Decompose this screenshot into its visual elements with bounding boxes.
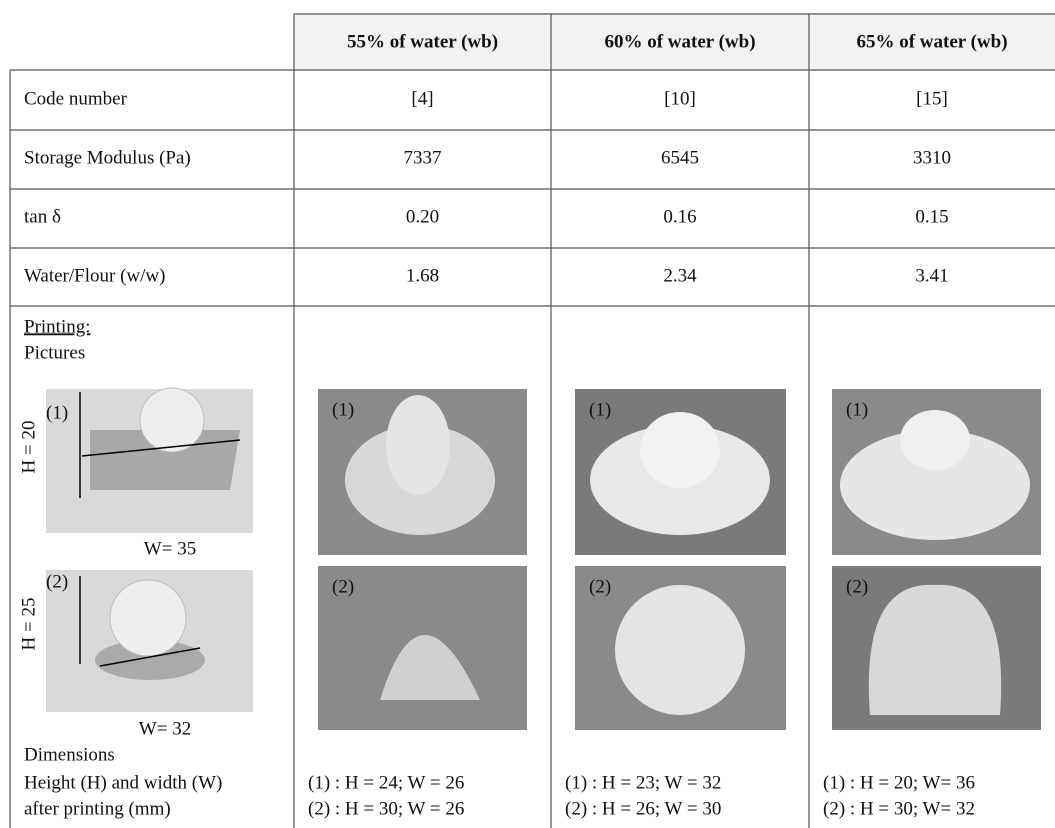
cell: 6545: [661, 147, 699, 168]
row-label: Water/Flour (w/w): [24, 265, 165, 286]
model-width: W= 35: [144, 538, 196, 559]
header-background: [294, 14, 1055, 70]
header-cell: 55% of water (wb): [347, 31, 498, 52]
dimensions-title: Dimensions: [24, 744, 115, 765]
cell: [4]: [411, 88, 433, 109]
dimensions-title: after printing (mm): [24, 798, 171, 819]
photo-label: (1): [332, 399, 354, 420]
header-cell: 60% of water (wb): [604, 31, 755, 52]
cell: 3.41: [915, 265, 948, 286]
dimension: (2) : H = 26; W = 30: [565, 798, 721, 819]
cell: [10]: [664, 88, 696, 109]
dimension: (1) : H = 23; W = 32: [565, 772, 721, 793]
dimensions-title: Height (H) and width (W): [24, 772, 222, 793]
model-height: H = 20: [18, 421, 39, 474]
model-width: W= 32: [139, 718, 191, 739]
cell: 3310: [913, 147, 951, 168]
cell: 0.16: [663, 206, 696, 227]
photo-label: (1): [589, 399, 611, 420]
cell: 7337: [404, 147, 442, 168]
model-height: H = 25: [18, 598, 39, 651]
photos: [318, 389, 1041, 730]
row-label: tan δ: [24, 206, 61, 227]
model-label: (1): [46, 402, 68, 423]
header-cell: 65% of water (wb): [856, 31, 1007, 52]
printing-title: Printing:: [24, 316, 91, 337]
cell: 0.15: [915, 206, 948, 227]
table-grid: [9, 13, 1055, 828]
dimension: (1) : H = 20; W= 36: [823, 772, 975, 793]
model-images: [46, 387, 253, 712]
cell: [15]: [916, 88, 948, 109]
photo-label: (1): [846, 399, 868, 420]
printing-subtitle: Pictures: [24, 342, 85, 363]
row-label: Code number: [24, 88, 128, 109]
row-label: Storage Modulus (Pa): [24, 147, 191, 168]
cell: 2.34: [663, 265, 697, 286]
dimension: (1) : H = 24; W = 26: [308, 772, 464, 793]
dimension: (2) : H = 30; W= 32: [823, 798, 975, 819]
dimension: (2) : H = 30; W = 26: [308, 798, 464, 819]
photo-label: (2): [332, 576, 354, 597]
photo-label: (2): [589, 576, 611, 597]
model-label: (2): [46, 571, 68, 592]
cell: 0.20: [406, 206, 439, 227]
cell: 1.68: [406, 265, 439, 286]
photo-label: (2): [846, 576, 868, 597]
